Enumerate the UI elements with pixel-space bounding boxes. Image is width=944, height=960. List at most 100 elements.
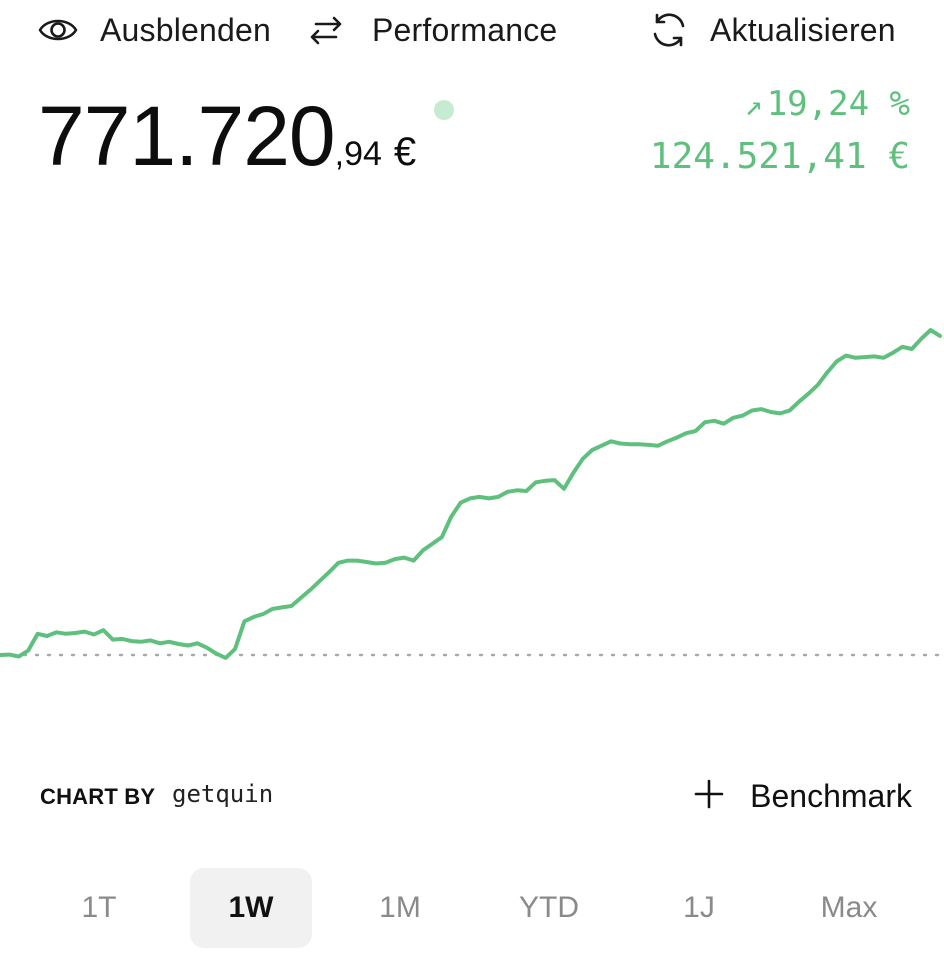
portfolio-value-decimal: ,94 bbox=[334, 135, 382, 173]
performance-chart[interactable] bbox=[0, 200, 944, 760]
chart-point bbox=[601, 445, 603, 447]
chart-point bbox=[37, 633, 39, 635]
refresh-button[interactable]: Aktualisieren bbox=[648, 8, 896, 52]
chart-point bbox=[629, 443, 631, 445]
brand-logo-text: getquin bbox=[172, 780, 274, 808]
range-tab-1m[interactable]: 1M bbox=[339, 868, 461, 948]
chart-point bbox=[779, 412, 781, 414]
range-tab-ytd[interactable]: YTD bbox=[488, 868, 610, 948]
chart-point bbox=[112, 639, 114, 641]
refresh-icon bbox=[648, 9, 690, 51]
chart-footer: CHART BY getquin Benchmark bbox=[0, 770, 944, 830]
chart-point bbox=[131, 640, 133, 642]
chart-point bbox=[168, 641, 170, 643]
chart-point bbox=[384, 562, 386, 564]
swap-arrows-icon bbox=[306, 10, 346, 50]
chart-point bbox=[873, 355, 875, 357]
chart-point bbox=[84, 631, 86, 633]
chart-point bbox=[930, 329, 932, 331]
chart-point bbox=[751, 409, 753, 412]
chart-point bbox=[638, 443, 640, 445]
chart-point bbox=[676, 437, 678, 439]
chart-point bbox=[140, 641, 142, 643]
chart-point bbox=[356, 560, 358, 562]
chart-point bbox=[901, 346, 904, 348]
chart-point bbox=[469, 497, 471, 499]
chart-point bbox=[760, 408, 763, 410]
chart-series-line bbox=[0, 328, 942, 660]
chart-point bbox=[234, 648, 236, 650]
performance-percent: ↗ 19,24 % bbox=[745, 84, 910, 124]
chart-point bbox=[836, 360, 838, 363]
chart-point bbox=[55, 631, 58, 633]
live-indicator-dot bbox=[434, 100, 454, 120]
chart-point bbox=[347, 560, 349, 562]
chart-point bbox=[742, 415, 744, 417]
chart-point bbox=[911, 348, 913, 350]
portfolio-value-integer: 771.720 bbox=[38, 89, 336, 183]
range-tab-label: 1J bbox=[683, 891, 715, 924]
chart-point bbox=[290, 605, 292, 607]
chart-point bbox=[18, 655, 20, 658]
chart-point bbox=[695, 430, 697, 432]
chart-point bbox=[666, 440, 669, 442]
range-tab-1j[interactable]: 1J bbox=[638, 868, 760, 948]
chart-point bbox=[0, 654, 1, 656]
chart-point bbox=[864, 356, 866, 358]
range-tab-label: 1M bbox=[379, 891, 421, 924]
chart-point bbox=[159, 642, 161, 644]
chart-point bbox=[939, 335, 941, 337]
chart-point bbox=[441, 536, 443, 538]
chart-point bbox=[272, 608, 274, 610]
chart-point bbox=[572, 472, 575, 474]
hide-button[interactable]: Ausblenden bbox=[38, 8, 271, 52]
chart-point bbox=[920, 338, 922, 340]
chart-point bbox=[375, 562, 377, 565]
chart-point bbox=[582, 458, 584, 460]
chart-point bbox=[685, 432, 687, 434]
chart-point bbox=[789, 409, 791, 412]
chart-point bbox=[450, 516, 452, 518]
chart-point bbox=[723, 423, 725, 425]
chart-point bbox=[619, 442, 622, 445]
chart-point bbox=[121, 638, 123, 640]
chart-point bbox=[337, 562, 339, 564]
chart-point bbox=[422, 549, 424, 551]
chart-point bbox=[431, 543, 433, 545]
chart-point bbox=[817, 384, 819, 386]
chart-point bbox=[488, 497, 490, 499]
chart-points bbox=[0, 329, 941, 659]
chart-point bbox=[319, 580, 321, 582]
chart-point bbox=[413, 560, 415, 562]
chart-point bbox=[187, 644, 189, 647]
chart-point bbox=[535, 481, 537, 483]
chart-point bbox=[460, 502, 462, 504]
chart-point bbox=[74, 632, 76, 634]
range-tab-1t[interactable]: 1T bbox=[38, 868, 160, 948]
range-tab-max[interactable]: Max bbox=[788, 868, 910, 948]
trend-up-icon: ↗ bbox=[744, 88, 763, 123]
chart-point bbox=[178, 643, 180, 645]
toolbar: Ausblenden Performance Aktualisieren bbox=[0, 0, 944, 60]
range-tab-1w[interactable]: 1W bbox=[190, 868, 312, 948]
chart-point bbox=[102, 629, 104, 631]
chart-point bbox=[215, 652, 217, 655]
time-range-selector: 1T 1W 1M YTD 1J Max bbox=[0, 868, 944, 948]
chart-point bbox=[478, 496, 480, 498]
range-tab-label: 1W bbox=[228, 891, 274, 924]
hide-label: Ausblenden bbox=[100, 11, 272, 48]
chart-point bbox=[262, 613, 264, 615]
chart-point bbox=[516, 489, 518, 491]
chart-point bbox=[845, 355, 847, 357]
performance-button[interactable]: Performance bbox=[306, 8, 557, 52]
add-benchmark-button[interactable]: Benchmark bbox=[694, 776, 912, 816]
chart-point bbox=[525, 490, 528, 492]
chart-point bbox=[206, 647, 208, 649]
chart-point bbox=[704, 421, 706, 423]
chart-point bbox=[196, 642, 198, 644]
chart-point bbox=[243, 620, 245, 622]
chart-point bbox=[93, 633, 95, 636]
chart-point bbox=[591, 449, 593, 451]
chart-point bbox=[554, 479, 556, 481]
range-tab-label: 1T bbox=[81, 891, 117, 924]
